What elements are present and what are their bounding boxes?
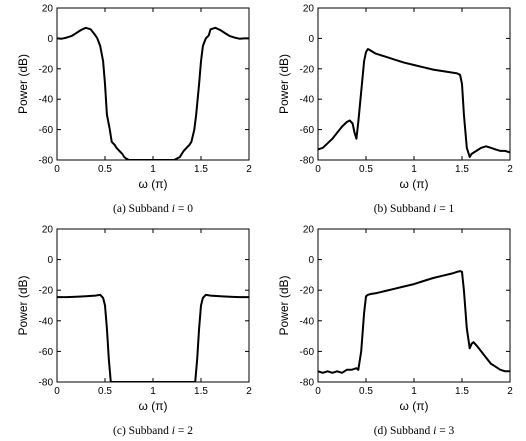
- y-tick-label: 20: [42, 225, 54, 236]
- caption-prefix: (a) Subband: [113, 203, 172, 215]
- y-tick-label: -80: [300, 156, 315, 167]
- y-tick-label: -40: [39, 95, 54, 106]
- y-tick-label: -60: [39, 125, 54, 136]
- y-tick-label: -20: [300, 64, 315, 75]
- panel-caption: (c) Subband i = 2: [113, 425, 193, 437]
- power-spectrum-line: [318, 48, 510, 158]
- y-tick-label: 20: [42, 4, 54, 15]
- y-axis-label: Power (dB): [277, 54, 291, 114]
- power-spectrum-line: [57, 293, 249, 382]
- x-tick-label: 2: [246, 386, 252, 397]
- x-axis-label: ω (π): [139, 399, 168, 413]
- x-tick-label: 2: [507, 164, 513, 175]
- x-tick-label: 1: [411, 386, 417, 397]
- plot-frame: [317, 7, 511, 161]
- caption-suffix: = 0: [175, 203, 193, 215]
- chart-panel-2: 0 0.5 1 1.5 2 20 0 -20 -40 -60 -80 ω (π) Power (dB) (…: [277, 4, 513, 216]
- y-tick-label: -40: [39, 316, 54, 327]
- caption-variable: i: [172, 203, 175, 215]
- caption-suffix: = 1: [436, 203, 454, 215]
- y-tick-label: 0: [308, 34, 314, 45]
- x-tick-label: 0.5: [98, 386, 112, 397]
- caption-suffix: = 2: [175, 425, 193, 437]
- panel-caption: (d) Subband i = 3: [374, 425, 455, 437]
- y-tick-label: 0: [308, 255, 314, 266]
- x-axis-label: ω (π): [139, 177, 168, 191]
- y-tick-label: -80: [39, 156, 54, 167]
- x-tick-label: 1.5: [194, 386, 208, 397]
- x-tick-label: 1.5: [455, 164, 469, 175]
- plot-frame: [317, 228, 511, 383]
- x-tick-label: 0: [54, 386, 60, 397]
- y-axis-label: Power (dB): [16, 275, 30, 335]
- x-tick-label: 2: [507, 386, 513, 397]
- x-axis-label: ω (π): [400, 399, 429, 413]
- y-tick-label: -60: [39, 347, 54, 358]
- y-tick-label: -80: [300, 378, 315, 389]
- caption-prefix: (b) Subband: [374, 203, 433, 215]
- x-tick-label: 0: [54, 164, 60, 175]
- y-tick-label: 0: [47, 34, 53, 45]
- x-tick-label: 0.5: [359, 164, 373, 175]
- power-spectrum-line: [57, 26, 249, 160]
- y-tick-label: 20: [303, 225, 315, 236]
- caption-variable: i: [433, 425, 436, 437]
- x-tick-label: 2: [246, 164, 252, 175]
- y-tick-label: -20: [39, 286, 54, 297]
- caption-suffix: = 3: [436, 425, 454, 437]
- y-tick-label: -80: [39, 378, 54, 389]
- caption-variable: i: [172, 425, 175, 437]
- panel-caption: (a) Subband i = 0: [113, 203, 193, 215]
- y-tick-label: 20: [303, 4, 315, 15]
- chart-panel-1: 0 0.5 1 1.5 2 20 0 -20 -40 -60 -80 ω (π) Power (dB) (…: [16, 4, 252, 216]
- y-tick-label: -40: [300, 95, 315, 106]
- plot-frame: [56, 228, 250, 383]
- x-tick-label: 1.5: [455, 386, 469, 397]
- x-tick-label: 0.5: [359, 386, 373, 397]
- y-tick-label: -20: [300, 286, 315, 297]
- caption-prefix: (c) Subband: [113, 425, 172, 437]
- caption-prefix: (d) Subband: [374, 425, 433, 437]
- x-tick-label: 0: [315, 386, 321, 397]
- y-tick-label: 0: [47, 255, 53, 266]
- power-spectrum-line: [318, 270, 510, 374]
- y-tick-label: -20: [39, 64, 54, 75]
- x-tick-label: 1: [150, 164, 156, 175]
- x-tick-label: 1.5: [194, 164, 208, 175]
- y-tick-label: -60: [300, 125, 315, 136]
- x-tick-label: 0: [315, 164, 321, 175]
- y-tick-label: -40: [300, 316, 315, 327]
- chart-panel-3: 0 0.5 1 1.5 2 20 0 -20 -40 -60 -80 ω (π) Power (dB) (…: [16, 225, 252, 438]
- x-tick-label: 1: [411, 164, 417, 175]
- chart-panel-4: 0 0.5 1 1.5 2 20 0 -20 -40 -60 -80 ω (π) Power (dB) (…: [277, 225, 513, 438]
- y-tick-label: -60: [300, 347, 315, 358]
- x-tick-label: 1: [150, 386, 156, 397]
- x-axis-label: ω (π): [400, 177, 429, 191]
- panel-caption: (b) Subband i = 1: [374, 203, 455, 215]
- x-tick-label: 0.5: [98, 164, 112, 175]
- caption-variable: i: [433, 203, 436, 215]
- y-axis-label: Power (dB): [16, 54, 30, 114]
- y-axis-label: Power (dB): [277, 275, 291, 335]
